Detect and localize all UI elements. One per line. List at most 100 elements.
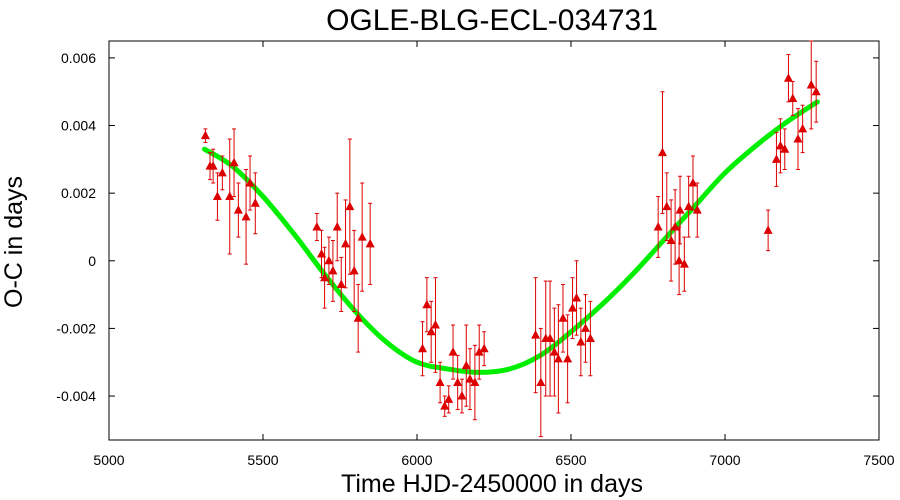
point-marker xyxy=(798,123,808,133)
data-point xyxy=(217,155,227,191)
data-point xyxy=(448,324,458,380)
point-marker xyxy=(692,205,702,214)
point-marker xyxy=(793,134,803,143)
data-point xyxy=(444,385,454,414)
data-point xyxy=(568,277,578,340)
point-marker xyxy=(576,336,586,346)
point-marker xyxy=(426,326,436,336)
point-marker xyxy=(345,201,355,211)
point-marker xyxy=(320,272,330,282)
point-marker xyxy=(336,279,346,288)
point-marker xyxy=(545,333,555,343)
point-marker xyxy=(657,147,667,157)
point-marker xyxy=(328,265,338,275)
point-marker xyxy=(465,374,475,383)
point-marker xyxy=(470,377,480,387)
data-point xyxy=(241,168,251,265)
point-marker xyxy=(444,394,454,403)
data-point xyxy=(536,327,546,438)
point-marker xyxy=(479,343,489,353)
point-marker xyxy=(212,191,222,201)
data-point xyxy=(461,324,471,407)
point-marker xyxy=(430,320,440,329)
data-point xyxy=(465,348,475,411)
point-marker xyxy=(233,205,243,214)
point-marker xyxy=(457,391,467,400)
data-point xyxy=(200,128,210,143)
point-marker xyxy=(580,323,590,332)
point-marker xyxy=(806,79,816,89)
point-marker xyxy=(349,265,359,275)
data-point xyxy=(675,175,685,245)
point-marker xyxy=(675,205,685,214)
data-point xyxy=(479,331,489,367)
data-point xyxy=(250,172,260,235)
data-point xyxy=(662,172,672,241)
data-point xyxy=(453,354,463,411)
data-point xyxy=(320,246,330,309)
data-point xyxy=(771,131,781,187)
data-point xyxy=(422,277,432,333)
data-point xyxy=(763,209,773,252)
point-marker xyxy=(783,73,793,82)
point-marker xyxy=(568,303,578,312)
data-point xyxy=(312,212,322,241)
data-point xyxy=(341,199,351,289)
data-point xyxy=(353,283,363,353)
point-marker xyxy=(341,238,351,248)
fit-layer xyxy=(202,99,820,375)
point-marker xyxy=(674,255,684,265)
data-point xyxy=(457,378,467,414)
y-tick-label: 0.004 xyxy=(61,118,96,134)
point-marker xyxy=(353,313,363,322)
data-point xyxy=(553,304,563,414)
x-tick-label: 6500 xyxy=(555,452,586,468)
point-marker xyxy=(241,211,251,221)
data-point xyxy=(245,155,255,211)
plot-frame xyxy=(108,40,880,441)
data-point xyxy=(470,344,480,421)
point-marker xyxy=(312,221,322,231)
point-marker xyxy=(200,130,210,140)
data-point xyxy=(474,324,484,380)
data-point xyxy=(212,172,222,221)
ticks-layer: 5000 5500 6000 6500 7000 7500 -0.004 -0.002 0 0.0… xyxy=(56,41,895,468)
data-point xyxy=(798,104,808,154)
point-marker xyxy=(531,330,541,339)
data-point xyxy=(332,192,342,262)
data-point xyxy=(775,118,785,174)
point-marker xyxy=(357,232,367,241)
data-point xyxy=(208,148,218,184)
point-marker xyxy=(558,313,568,322)
data-point xyxy=(580,294,590,363)
point-marker xyxy=(684,201,694,211)
x-axis-label: Time HJD-2450000 in days xyxy=(341,470,643,498)
point-marker xyxy=(662,201,672,211)
data-point xyxy=(811,60,821,123)
points-layer xyxy=(200,40,821,438)
x-tick-label: 5500 xyxy=(247,452,278,468)
point-marker xyxy=(653,221,663,231)
point-marker xyxy=(365,238,375,248)
x-tick-label: 7000 xyxy=(709,452,740,468)
point-marker xyxy=(317,249,327,258)
point-marker xyxy=(788,93,798,102)
y-tick-label: -0.002 xyxy=(56,320,96,336)
data-point xyxy=(545,280,555,397)
y-axis-label: O-C in days xyxy=(0,176,28,308)
data-point xyxy=(324,236,334,285)
data-point xyxy=(440,395,450,417)
point-marker xyxy=(688,178,698,187)
data-point xyxy=(788,81,798,116)
data-point xyxy=(793,108,803,170)
point-marker xyxy=(474,347,484,356)
point-marker xyxy=(572,292,582,302)
y-tick-label: 0.002 xyxy=(61,185,96,201)
data-point xyxy=(426,300,436,363)
point-marker xyxy=(225,191,235,201)
data-point xyxy=(653,196,663,258)
x-tick-label: 5000 xyxy=(93,452,124,468)
data-point xyxy=(229,128,239,198)
